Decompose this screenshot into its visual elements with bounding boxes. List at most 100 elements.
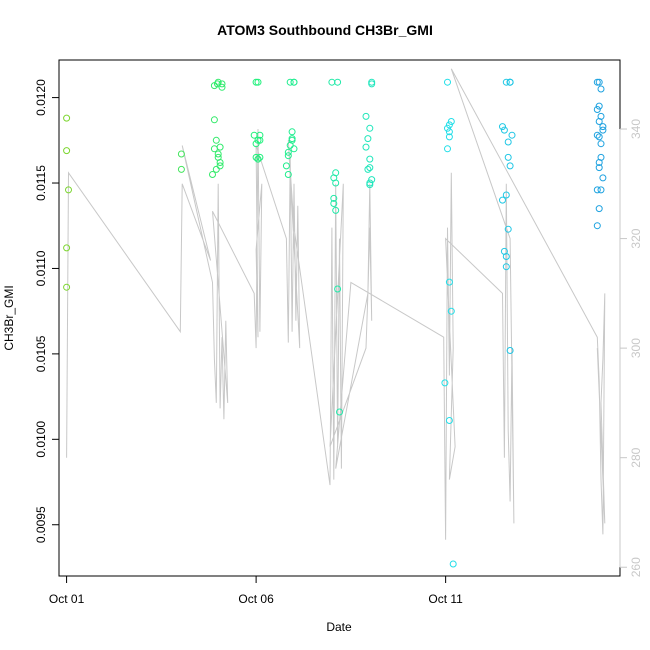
data-point [593,78,601,86]
right-y-axis: 260 280 300 320 340 [619,119,643,577]
data-point [256,153,264,161]
data-point [366,179,374,187]
data-point [599,174,607,182]
y-tick-label: 0.0110 [34,250,48,286]
data-point [506,347,514,354]
data-point [599,123,607,131]
data-point [595,159,603,166]
data-point [368,176,376,184]
data-point [334,78,342,86]
data-point [362,143,370,151]
data-point [256,131,264,139]
data-point [593,131,601,139]
y-tick-label: 0.0105 [34,335,48,372]
x-tick-label: Oct 06 [238,592,274,606]
data-point [282,162,290,170]
data-point [593,222,601,230]
data-point [290,145,298,153]
data-point [499,196,506,204]
data-point [499,123,506,131]
data-point [63,244,71,252]
data-point [332,169,340,177]
data-point [330,194,338,202]
data-point [447,118,455,125]
data-point [444,78,451,86]
data-point [214,150,222,158]
data-point [63,283,71,291]
y-tick-label: 0.0120 [34,79,48,116]
data-point [63,147,71,155]
data-point [252,153,260,161]
data-point [216,159,224,166]
y-axis: 0.0095 0.0100 0.0105 0.0110 0.0115 0.0120 [34,79,60,543]
data-point [288,136,296,144]
right-y-tick-label: 320 [629,228,643,248]
data-point [597,85,605,93]
data-point [177,150,185,158]
data-point [445,417,453,424]
data-point [444,124,451,132]
data-point [595,118,603,125]
data-point [445,133,453,141]
data-point [502,78,510,86]
data-point [599,126,607,134]
data-point [254,155,262,163]
data-point [284,148,292,156]
data-point [288,128,296,136]
data-point [364,165,372,173]
data-point [177,165,185,173]
data-point [334,285,342,293]
data-point [368,78,376,86]
x-axis-label: Date [326,620,352,634]
right-y-tick-label: 260 [629,557,643,577]
data-point [362,112,370,120]
data-point [500,126,508,134]
right-y-tick-label: 300 [629,338,643,358]
data-point [508,131,516,139]
data-point [595,205,603,213]
y-tick-label: 0.0100 [34,421,48,458]
data-point [366,155,374,163]
data-point [330,200,338,207]
y-tick-label: 0.0095 [34,506,48,543]
data-point [506,78,514,86]
data-point [444,145,451,153]
data-point [209,171,216,178]
data-point [595,78,603,86]
x-tick-label: Oct 11 [428,592,463,606]
data-point [284,152,292,160]
right-y-tick-label: 340 [629,119,643,139]
data-point [290,78,298,86]
data-point [595,133,603,141]
data-point [366,124,374,132]
data-point [216,162,224,170]
data-point [595,102,603,110]
data-point [445,128,453,136]
data-point [502,191,510,199]
y-axis-label: CH3Br_GMI [2,285,16,350]
data-point [593,186,601,194]
data-point [213,80,221,88]
data-point [210,116,218,124]
data-point [449,560,457,568]
data-point [447,307,455,315]
data-point [212,165,220,173]
data-point [441,379,449,387]
data-point [218,80,226,88]
data-point [593,106,601,113]
data-point [65,186,72,194]
data-point [502,253,510,260]
data-point [504,153,512,161]
data-point [212,136,220,144]
data-point [506,162,514,170]
data-point [597,186,605,194]
data-point [332,179,340,187]
data-point [63,114,71,122]
data-point [366,164,374,172]
data-point [597,140,605,148]
line-layer [66,68,606,540]
data-point [504,138,512,146]
data-point [336,408,343,416]
